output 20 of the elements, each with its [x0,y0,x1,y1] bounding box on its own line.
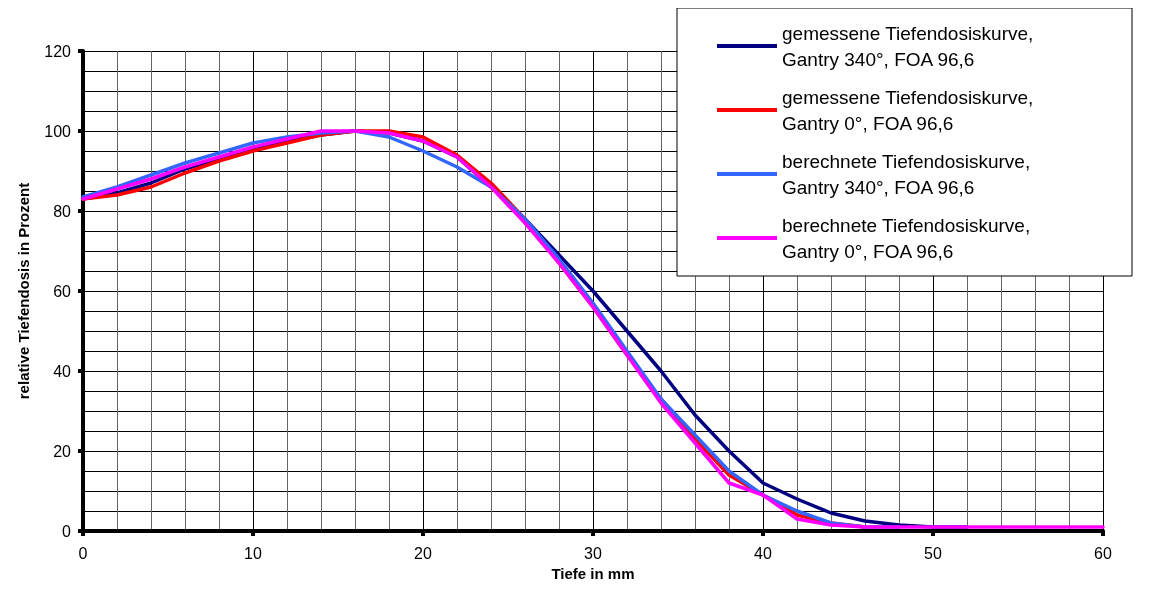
legend-label: gemessene Tiefendosiskurve, Gantry 0°, FOA 96,6 [782,86,1039,134]
legend-label: berechnete Tiefendosiskurve, Gantry 0°, FOA 96,6 [782,214,1036,262]
y-tick-label: 100 [44,122,72,140]
y-tick-label: 0 [62,522,72,540]
legend-label: berechnete Tiefendosiskurve, Gantry 340°, FOA 96,6 [782,150,1036,198]
x-tick-label: 30 [584,544,602,562]
x-axis-title: Tiefe in mm [551,564,635,582]
y-tick-label: 80 [53,202,72,220]
x-tick-label: 20 [414,544,432,562]
y-axis-title: relative Tiefendosis in Prozent [15,182,32,400]
y-tick-label: 20 [53,442,72,460]
x-tick-label: 40 [754,544,772,562]
legend-label: gemessene Tiefendosiskurve, Gantry 340°, FOA 96,6 [782,22,1039,70]
x-tick-label: 0 [78,544,88,562]
x-tick-label: 50 [924,544,942,562]
y-tick-label: 60 [53,282,72,300]
x-tick-label: 10 [244,544,262,562]
y-tick-label: 120 [44,42,72,60]
x-tick-label: 60 [1094,544,1112,562]
y-tick-label: 40 [53,362,72,380]
